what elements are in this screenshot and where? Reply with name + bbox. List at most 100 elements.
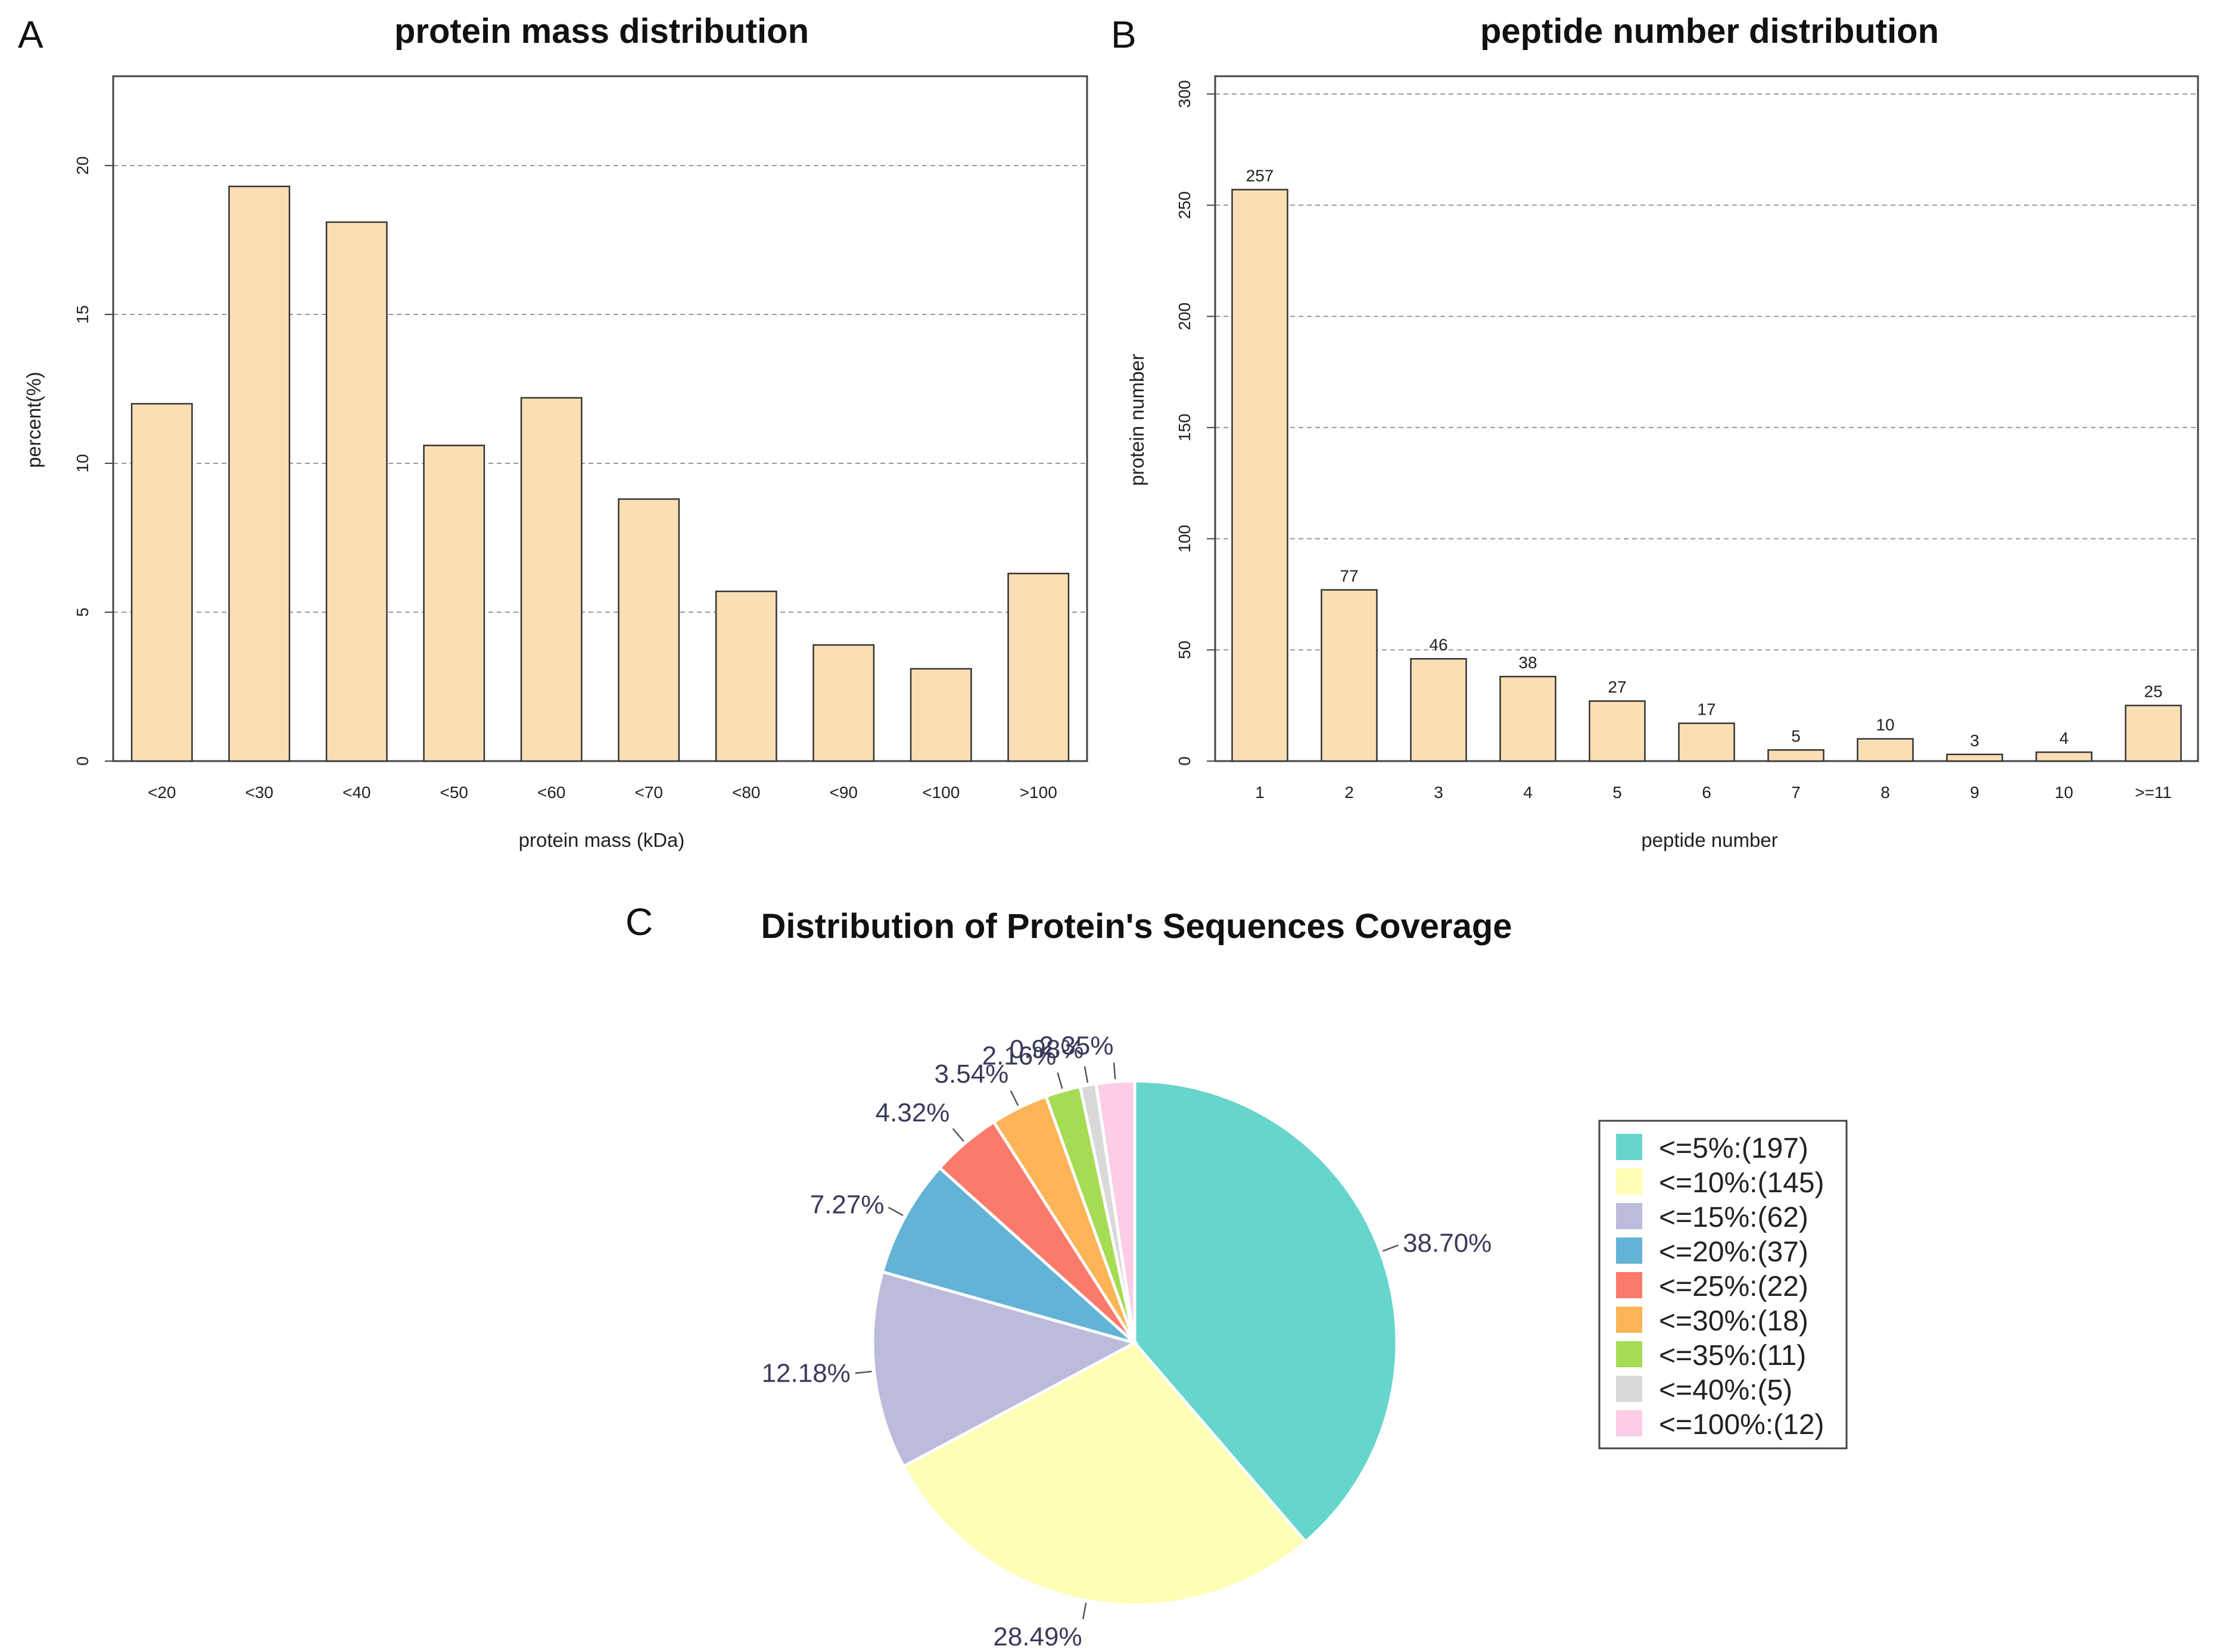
y-tick-label: 15 — [73, 305, 92, 323]
y-tick-label: 200 — [1175, 303, 1194, 331]
y-tick-label: 150 — [1175, 414, 1194, 442]
panel-c: C Distribution of Protein's Sequences Co… — [625, 900, 1848, 1651]
legend-swatch — [1616, 1307, 1642, 1333]
legend-entry-label: <=100%:(12) — [1659, 1409, 1825, 1441]
bar-value-label: 10 — [1876, 716, 1894, 734]
bar — [1857, 738, 1914, 762]
legend-entry-label: <=30%:(18) — [1659, 1305, 1808, 1337]
legend-swatch — [1616, 1272, 1642, 1298]
pie-slice — [1133, 1079, 1399, 1544]
pie-slice-label: 0.98% — [1010, 1035, 1084, 1064]
legend-entry-label: <=40%:(5) — [1659, 1374, 1792, 1406]
chart-title-a: protein mass distribution — [394, 12, 809, 51]
bar — [1767, 749, 1825, 762]
pie-slice-label: 2.35% — [1039, 1031, 1114, 1060]
x-tick-label: 10 — [2054, 783, 2073, 802]
bar — [1499, 675, 1556, 762]
x-axis-label-b: peptide number — [1641, 829, 1777, 851]
plot-area-a: 0 5 10 15 20 <20 <30 <40 <50 <60 <70 <80 <90 <100 >100 — [73, 75, 1088, 802]
x-tick-label: 3 — [1434, 783, 1443, 802]
pie-slice-label: 28.49% — [993, 1622, 1082, 1651]
y-tick-label: 50 — [1175, 641, 1194, 659]
pie-slice — [871, 1270, 1139, 1469]
bar — [618, 498, 680, 762]
bar-value-label: 5 — [1791, 727, 1801, 745]
bar-value-label: 3 — [1970, 731, 1979, 750]
panel-a: A protein mass distribution 0 5 10 15 20 <20 <… — [18, 12, 1088, 851]
y-tick-label: 100 — [1175, 525, 1194, 553]
panel-b: B peptide number distribution 0 50 100 150 2… — [1111, 12, 2199, 851]
pie-slice-label: 7.27% — [810, 1190, 885, 1220]
bar — [130, 403, 193, 762]
bar-value-label: 46 — [1429, 635, 1447, 654]
x-tick-label: >=11 — [2135, 783, 2172, 802]
bar — [1321, 589, 1378, 762]
bar-value-label: 77 — [1340, 567, 1358, 585]
pie-chart-c: 38.70% 28.49% 12.18% 7.27% 4.32% 3.54%2.16%0.… — [762, 1031, 1492, 1651]
bar-value-label: 4 — [2059, 729, 2069, 747]
legend-entry-label: <=10%:(145) — [1659, 1167, 1825, 1199]
bar-value-label: 38 — [1518, 653, 1537, 672]
legend-swatch — [1616, 1238, 1642, 1264]
pie-slice-label: 38.70% — [1403, 1229, 1492, 1258]
pie-slice-label: 2.16% — [982, 1041, 1057, 1070]
bar — [423, 444, 485, 762]
chart-title-b: peptide number distribution — [1480, 12, 1939, 51]
bar — [1678, 722, 1735, 762]
x-tick-label: >100 — [1020, 783, 1057, 802]
plot-frame — [112, 75, 1088, 762]
bar — [1410, 657, 1467, 762]
x-tick-label: 5 — [1612, 783, 1622, 802]
x-tick-label: <70 — [635, 783, 664, 802]
bar-value-label: 17 — [1697, 700, 1715, 719]
x-tick-label: 6 — [1702, 783, 1711, 802]
pie-label-leader — [1082, 1603, 1087, 1620]
pie-label-leader — [1084, 1066, 1089, 1083]
panel-letter-a: A — [18, 13, 43, 56]
y-tick-label: 0 — [1175, 756, 1194, 766]
legend-swatch — [1616, 1134, 1642, 1160]
legend-swatch — [1616, 1376, 1642, 1402]
bar — [1946, 753, 2003, 762]
x-tick-label: <40 — [343, 783, 371, 802]
pie-label-leader — [1010, 1090, 1019, 1106]
chart-title-c: Distribution of Protein's Sequences Cove… — [761, 907, 1512, 946]
bar — [228, 185, 291, 762]
y-tick-label: 0 — [73, 756, 92, 766]
legend-entry-label: <=20%:(37) — [1659, 1236, 1808, 1268]
bar-value-label: 25 — [2144, 682, 2162, 701]
legend-entry-label: <=35%:(11) — [1659, 1340, 1806, 1372]
bar — [325, 221, 388, 762]
legend-entry-label: <=25%:(22) — [1659, 1271, 1808, 1302]
legend-swatch — [1616, 1203, 1642, 1229]
y-axis-label-a: percent(%) — [23, 372, 45, 467]
panel-letter-b: B — [1111, 13, 1137, 56]
pie-label-leader — [1382, 1244, 1399, 1252]
pie-slice-label: 4.32% — [876, 1098, 950, 1127]
x-tick-label: <30 — [245, 783, 274, 802]
pie-label-leader — [855, 1370, 872, 1374]
x-tick-label: <100 — [922, 783, 960, 802]
x-tick-label: 2 — [1344, 783, 1354, 802]
y-tick-label: 300 — [1175, 80, 1194, 108]
bar-value-label: 27 — [1608, 678, 1626, 696]
x-tick-label: 9 — [1970, 783, 1979, 802]
legend-entry-label: <=5%:(197) — [1659, 1133, 1808, 1164]
bar — [910, 668, 972, 762]
pie-label-leader — [888, 1207, 904, 1217]
x-tick-label: <80 — [732, 783, 761, 802]
x-tick-label: <90 — [830, 783, 858, 802]
pie-label-leader — [1057, 1072, 1063, 1089]
bar — [520, 397, 583, 762]
x-tick-label: 1 — [1255, 783, 1265, 802]
pie-slice — [880, 1165, 1136, 1345]
panel-letter-c: C — [625, 900, 653, 943]
bar — [1231, 189, 1288, 762]
pie-slice — [1094, 1079, 1137, 1344]
legend-swatch — [1616, 1341, 1642, 1367]
plot-area-b: 0 50 100 150 200 250 300 1 257 2 77 3 46 4 38 5 27 6 17 7 5 8… — [1175, 75, 2199, 802]
pie-label-leader — [952, 1128, 964, 1142]
x-tick-label: 8 — [1880, 783, 1890, 802]
bar — [812, 644, 875, 762]
